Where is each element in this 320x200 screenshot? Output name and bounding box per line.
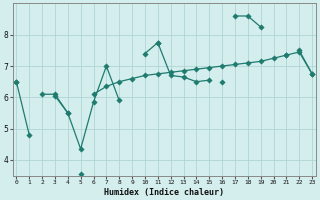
X-axis label: Humidex (Indice chaleur): Humidex (Indice chaleur) <box>104 188 224 197</box>
